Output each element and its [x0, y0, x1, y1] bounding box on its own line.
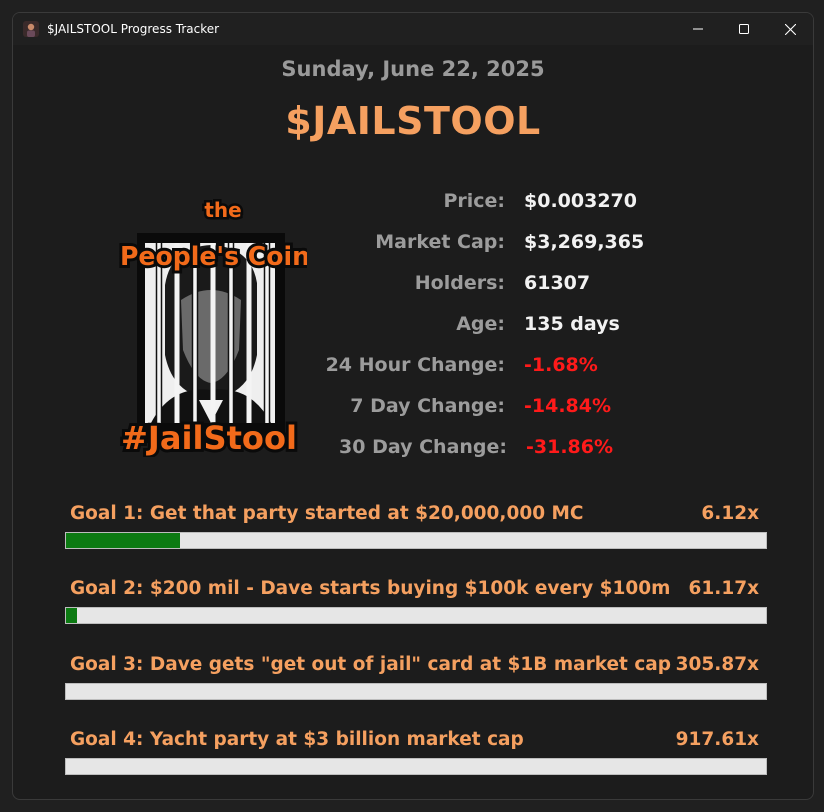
close-button[interactable] [767, 13, 813, 45]
goal-label: Goal 1: Get that party started at $20,00… [70, 503, 584, 524]
goal-multiplier: 61.17x [688, 578, 759, 599]
stat-label: 7 Day Change: [350, 395, 505, 417]
stat-holders: Holders: 61307 [13, 272, 813, 302]
stat-price: Price: $0.003270 [13, 190, 813, 220]
stat-label: Holders: [414, 272, 505, 294]
stat-value: $3,269,365 [524, 231, 645, 253]
stat-value: -14.84% [524, 395, 612, 417]
stat-label: Age: [456, 313, 505, 335]
goal-progress-bar [65, 607, 767, 624]
goal-multiplier: 305.87x [675, 654, 759, 675]
maximize-icon [739, 24, 749, 34]
goal-progress-fill [66, 608, 78, 623]
logo-bottom-text: #JailStool [121, 419, 297, 457]
stat-value: $0.003270 [524, 190, 637, 212]
window-title: $JAILSTOOL Progress Tracker [47, 22, 220, 36]
goal-label: Goal 4: Yacht party at $3 billion market… [70, 729, 524, 750]
stat-value: -31.86% [526, 436, 614, 458]
stat-age: Age: 135 days [13, 313, 813, 343]
stat-label: Price: [443, 190, 505, 212]
stat-label: 24 Hour Change: [325, 354, 505, 376]
title-bar[interactable]: $JAILSTOOL Progress Tracker [13, 13, 813, 45]
stat-30d-change: 30 Day Change: -31.86% [13, 436, 813, 466]
peoples-coin-logo: the People's Coin #JailStool [111, 185, 313, 461]
stat-value: -1.68% [524, 354, 598, 376]
app-icon [23, 21, 39, 37]
goal-multiplier: 917.61x [675, 729, 759, 750]
goal-progress-bar [65, 683, 767, 700]
logo-main-text: People's Coin [120, 242, 307, 272]
goal-progress-bar [65, 532, 767, 549]
ticker-title: $JAILSTOOL [285, 99, 541, 143]
stat-7d-change: 7 Day Change: -14.84% [13, 395, 813, 425]
app-window: $JAILSTOOL Progress Tracker Sunday, Jun [12, 12, 814, 800]
goal-progress-fill [66, 533, 181, 548]
stat-market-cap: Market Cap: $3,269,365 [13, 231, 813, 261]
stat-label: Market Cap: [375, 231, 505, 253]
current-date: Sunday, June 22, 2025 [281, 57, 545, 81]
stat-24h-change: 24 Hour Change: -1.68% [13, 354, 813, 384]
goal-label: Goal 2: $200 mil - Dave starts buying $1… [70, 578, 671, 599]
minimize-icon [693, 28, 703, 30]
logo-top-text: the [204, 198, 241, 222]
stat-label: 30 Day Change: [339, 436, 507, 458]
minimize-button[interactable] [675, 13, 721, 45]
stat-value: 61307 [524, 272, 591, 294]
maximize-button[interactable] [721, 13, 767, 45]
goal-progress-bar [65, 758, 767, 775]
stat-value: 135 days [524, 313, 620, 335]
goal-multiplier: 6.12x [701, 503, 759, 524]
close-icon [784, 23, 796, 35]
goal-label: Goal 3: Dave gets "get out of jail" card… [70, 654, 672, 675]
